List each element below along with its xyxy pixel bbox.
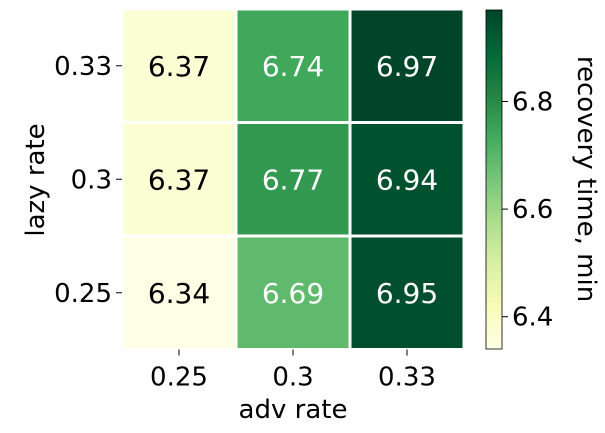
cell-value-label: 6.37 [148,163,210,196]
y-axis-label: lazy rate [21,123,51,236]
colorbar-label: recovery time, min [571,56,601,302]
cell-value-label: 6.34 [148,277,210,310]
colorbar [485,9,503,350]
heatmap-cell [348,121,466,238]
y-axis-ticks: 0.33 0.3 0.25 [54,52,122,309]
colorbar-ticks: 6.4 6.6 6.8 [502,87,553,333]
heatmap-cells [120,7,466,351]
heatmap-value-labels: 6.37 6.74 6.97 6.37 6.77 6.94 6.34 6.69 6.95 [148,50,438,310]
y-tick-label: 0.3 [71,165,112,195]
cell-value-label: 6.69 [262,277,324,310]
y-tick-label: 0.33 [54,52,112,82]
x-tick-label: 0.33 [378,363,436,393]
cell-value-label: 6.97 [376,50,438,83]
y-tick-label: 0.25 [54,279,112,309]
x-axis-ticks: 0.25 0.3 0.33 [150,349,436,393]
x-tick-label: 0.25 [150,363,208,393]
colorbar-tick-label: 6.8 [512,87,553,117]
colorbar-tick-label: 6.4 [512,303,553,333]
x-tick-label: 0.3 [272,363,313,393]
heatmap-cell [234,234,352,351]
colorbar-tick-label: 6.6 [512,195,553,225]
cell-value-label: 6.77 [262,163,324,196]
cell-value-label: 6.95 [376,277,438,310]
cell-value-label: 6.74 [262,50,324,83]
heatmap-cell [234,7,352,124]
x-axis-label: adv rate [239,395,348,425]
cell-value-label: 6.94 [376,163,438,196]
cell-value-label: 6.37 [148,50,210,83]
